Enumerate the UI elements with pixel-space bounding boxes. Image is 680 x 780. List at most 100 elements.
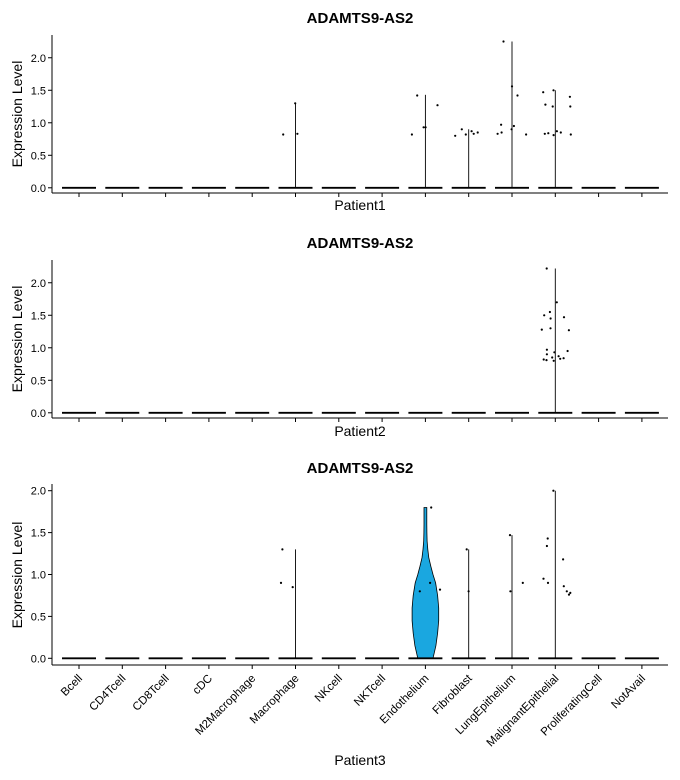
y-tick-label: 0.0 <box>31 653 46 665</box>
data-point <box>555 130 559 133</box>
data-point <box>521 581 524 585</box>
data-point <box>465 548 468 551</box>
x-tick-label-NKcell: NKcell <box>313 673 345 705</box>
data-point <box>551 105 554 108</box>
data-point <box>460 128 463 131</box>
data-point <box>525 133 528 136</box>
data-point <box>568 95 572 98</box>
data-point <box>562 316 566 319</box>
data-point <box>544 103 547 106</box>
y-tick-label: 2.0 <box>31 53 46 65</box>
data-point <box>429 581 432 585</box>
data-point <box>472 132 475 135</box>
data-point <box>516 94 519 97</box>
data-point <box>542 358 545 361</box>
data-point <box>545 267 548 270</box>
data-point <box>552 89 555 92</box>
data-point <box>547 132 550 135</box>
y-tick-label: 1.5 <box>31 528 46 540</box>
data-point <box>424 126 427 129</box>
data-point <box>551 356 554 359</box>
data-point <box>569 591 572 595</box>
x-axis-label: Patient3 <box>334 752 386 768</box>
data-point <box>502 40 505 43</box>
data-point <box>552 134 555 137</box>
data-point <box>291 586 294 589</box>
x-tick-label-MalignantEpithelial: MalignantEpithelial <box>485 673 562 750</box>
data-point <box>509 590 512 593</box>
panel-3: ADAMTS9-AS2 Expression Level 0.0 0.5 1.0 1.5 2… <box>9 460 668 768</box>
data-point <box>567 329 571 332</box>
data-point <box>549 327 552 330</box>
data-point <box>438 588 442 591</box>
data-point <box>548 310 552 314</box>
y-axis-label: Expression Level <box>9 286 25 393</box>
data-point <box>500 131 503 134</box>
data-point <box>436 104 439 107</box>
data-point <box>545 359 548 362</box>
x-tick-label-CD8Tcell: CD8Tcell <box>131 673 172 714</box>
data-point <box>470 130 473 133</box>
data-point <box>430 506 433 509</box>
data-point <box>454 134 457 137</box>
data-point <box>500 123 503 126</box>
panel-title: ADAMTS9-AS2 <box>307 235 414 252</box>
x-axis-label: Patient1 <box>334 197 386 213</box>
panel-2: ADAMTS9-AS2 Expression Level 0.0 0.5 1.0 1.5 2… <box>9 235 668 439</box>
data-point <box>545 544 549 548</box>
data-point <box>540 328 543 331</box>
data-point <box>545 348 549 351</box>
data-point <box>553 351 556 354</box>
y-tick-label: 1.5 <box>31 310 46 322</box>
y-tick-label: 1.0 <box>31 343 46 355</box>
y-tick-label: 2.0 <box>31 486 46 498</box>
x-tick-label-Bcell: Bcell <box>59 673 85 699</box>
data-point <box>552 359 555 362</box>
data-point <box>569 133 572 136</box>
x-axis-label: Patient2 <box>334 423 386 439</box>
data-point <box>557 355 560 358</box>
data-point <box>510 128 513 131</box>
data-point <box>410 133 413 136</box>
data-point <box>281 548 284 551</box>
data-point <box>543 314 546 317</box>
data-point <box>567 593 571 596</box>
y-tick-label: 1.5 <box>31 85 46 97</box>
data-point <box>562 357 565 360</box>
data-point <box>559 357 562 360</box>
data-point <box>418 590 421 593</box>
data-point <box>555 301 558 304</box>
data-point <box>282 133 285 136</box>
data-point <box>546 581 550 585</box>
violin-endothelium <box>411 507 440 659</box>
y-axis-label: Expression Level <box>9 61 25 168</box>
x-tick-label-NKTcell: NKTcell <box>352 673 388 709</box>
y-tick-label: 0.0 <box>31 183 46 195</box>
data-point <box>543 132 546 135</box>
data-point <box>510 85 514 88</box>
data-point <box>422 126 425 129</box>
data-point <box>562 558 565 561</box>
panel-title: ADAMTS9-AS2 <box>307 10 414 27</box>
x-tick-label-NotAvail: NotAvail <box>609 673 648 712</box>
data-point <box>464 133 467 136</box>
data-point <box>294 102 297 105</box>
data-point <box>542 91 545 94</box>
data-point <box>552 489 555 492</box>
panel-title: ADAMTS9-AS2 <box>307 460 414 477</box>
x-tick-label-cDC: cDC <box>191 673 215 697</box>
data-point <box>542 577 545 580</box>
y-tick-label: 0.5 <box>31 150 46 162</box>
data-point <box>566 349 569 353</box>
data-point <box>476 131 479 134</box>
data-point <box>279 581 283 585</box>
data-point <box>562 585 565 588</box>
data-point <box>569 105 572 108</box>
data-point <box>508 534 512 537</box>
data-point <box>565 590 568 593</box>
data-point <box>467 590 470 593</box>
data-point <box>296 132 299 135</box>
panel-1: ADAMTS9-AS2 Expression Level 0.0 0.5 1.0 1.5 2… <box>9 10 668 213</box>
y-tick-label: 0.5 <box>31 611 46 623</box>
